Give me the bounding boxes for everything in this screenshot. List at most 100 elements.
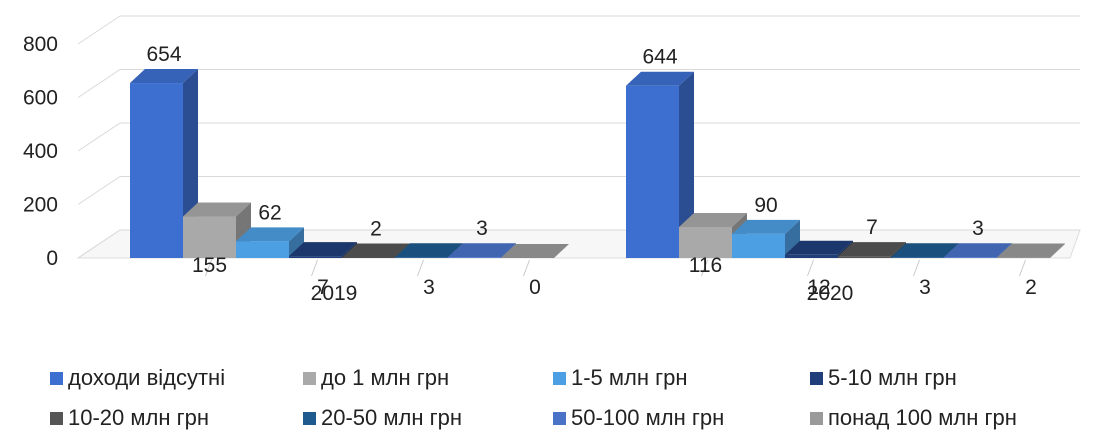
data-label: 3 bbox=[423, 276, 435, 299]
bar-top bbox=[732, 219, 800, 234]
legend-label: 10-20 млн грн bbox=[68, 405, 210, 430]
leader-line bbox=[807, 259, 814, 277]
legend-label: до 1 млн грн bbox=[321, 365, 450, 390]
bar-top bbox=[236, 227, 304, 242]
legend: доходи відсутні до 1 млн грн 1-5 млн грн… bbox=[50, 365, 1100, 445]
data-label: 3 bbox=[972, 217, 984, 240]
data-label: 3 bbox=[919, 276, 931, 299]
bar bbox=[448, 257, 501, 258]
bar-top bbox=[289, 242, 357, 257]
data-label: 0 bbox=[529, 276, 541, 299]
bar bbox=[997, 257, 1050, 258]
y-tick-label: 0 bbox=[46, 247, 58, 270]
legend-item-5-10m: 5-10 млн грн bbox=[810, 365, 957, 391]
leader-line bbox=[913, 259, 920, 277]
bar-side bbox=[1050, 243, 1065, 258]
bar-top bbox=[891, 243, 959, 258]
bar bbox=[342, 257, 395, 258]
bar bbox=[944, 257, 997, 258]
gridline-diagonal bbox=[77, 229, 121, 259]
bar bbox=[891, 257, 944, 258]
gridline-diagonal bbox=[77, 69, 121, 98]
bar bbox=[679, 226, 732, 258]
y-tick-label: 200 bbox=[23, 194, 58, 217]
bar bbox=[236, 241, 289, 258]
x-tick-label: 2019 bbox=[311, 282, 358, 305]
bar bbox=[838, 256, 891, 258]
bar-top bbox=[342, 243, 410, 258]
legend-item-20-50m: 20-50 млн грн bbox=[303, 405, 462, 431]
gridline-diagonal bbox=[77, 15, 121, 45]
bar bbox=[395, 257, 448, 258]
legend-swatch bbox=[303, 411, 316, 425]
legend-label: 20-50 млн грн bbox=[321, 405, 463, 430]
bar-top bbox=[183, 202, 251, 217]
legend-swatch bbox=[303, 371, 316, 385]
legend-row-2: 10-20 млн грн 20-50 млн грн 50-100 млн г… bbox=[50, 405, 1100, 445]
data-label: 7 bbox=[866, 216, 878, 239]
bar-side bbox=[289, 227, 304, 258]
bar bbox=[130, 83, 183, 259]
bar-top bbox=[395, 243, 463, 258]
data-label: 12 bbox=[807, 276, 830, 299]
leader-line bbox=[1019, 259, 1026, 277]
legend-swatch bbox=[553, 411, 566, 425]
y-tick-label: 400 bbox=[23, 140, 58, 163]
legend-label: 1-5 млн грн bbox=[571, 365, 688, 390]
legend-label: 5-10 млн грн bbox=[828, 365, 957, 390]
gridline-diagonal bbox=[77, 176, 121, 205]
y-tick-label: 600 bbox=[23, 87, 58, 110]
legend-swatch bbox=[50, 411, 63, 425]
bar-top bbox=[679, 212, 747, 227]
y-tick-label: 800 bbox=[23, 33, 58, 56]
legend-item-50-100m: 50-100 млн грн bbox=[553, 405, 724, 431]
data-label: 644 bbox=[642, 46, 677, 69]
legend-item-no-income: доходи відсутні bbox=[50, 365, 225, 391]
legend-swatch bbox=[810, 411, 823, 425]
legend-row-1: доходи відсутні до 1 млн грн 1-5 млн грн… bbox=[50, 365, 1100, 405]
leader-line bbox=[701, 259, 708, 277]
x-tick-label: 2020 bbox=[807, 282, 854, 305]
data-label: 7 bbox=[317, 276, 329, 299]
leader-line bbox=[417, 259, 424, 277]
bar-side bbox=[679, 71, 694, 258]
data-label: 90 bbox=[754, 194, 777, 217]
leader-line bbox=[205, 259, 212, 277]
bar bbox=[626, 85, 679, 258]
data-label: 62 bbox=[258, 201, 281, 224]
bar-top bbox=[997, 243, 1065, 258]
data-label: 3 bbox=[476, 217, 488, 240]
data-label: 654 bbox=[146, 43, 181, 66]
legend-label: понад 100 млн грн bbox=[828, 405, 1017, 430]
legend-swatch bbox=[50, 371, 63, 385]
legend-swatch bbox=[553, 371, 566, 385]
bar-side bbox=[785, 219, 800, 258]
legend-item-10-20m: 10-20 млн грн bbox=[50, 405, 209, 431]
bar-top bbox=[838, 242, 906, 257]
bar-top bbox=[448, 243, 516, 258]
bar bbox=[785, 254, 838, 258]
legend-label: 50-100 млн грн bbox=[571, 405, 725, 430]
bar bbox=[732, 233, 785, 258]
data-label: 155 bbox=[192, 254, 227, 277]
legend-item-up-to-1m: до 1 млн грн bbox=[303, 365, 449, 391]
legend-label: доходи відсутні bbox=[68, 365, 226, 390]
bar bbox=[289, 256, 342, 258]
legend-item-over-100m: понад 100 млн грн bbox=[810, 405, 1017, 431]
leader-line bbox=[523, 259, 530, 277]
data-label: 2 bbox=[1025, 276, 1037, 299]
bar-top bbox=[944, 243, 1012, 258]
legend-swatch bbox=[810, 371, 823, 385]
data-label: 116 bbox=[689, 254, 722, 277]
leader-line bbox=[311, 259, 318, 277]
bar-side bbox=[501, 243, 516, 258]
bar-top bbox=[785, 240, 853, 255]
data-label: 2 bbox=[370, 217, 382, 240]
bar-top bbox=[130, 69, 198, 84]
bar-top bbox=[626, 71, 694, 86]
gridline-diagonal bbox=[77, 122, 121, 152]
bar-top bbox=[501, 244, 569, 258]
legend-item-1-5m: 1-5 млн грн bbox=[553, 365, 688, 391]
chart-plot: 0 200 400 600 800 654 155 62 7 2 3 3 0 2019 644 116 90 12… bbox=[23, 15, 1081, 305]
bar bbox=[183, 216, 236, 258]
